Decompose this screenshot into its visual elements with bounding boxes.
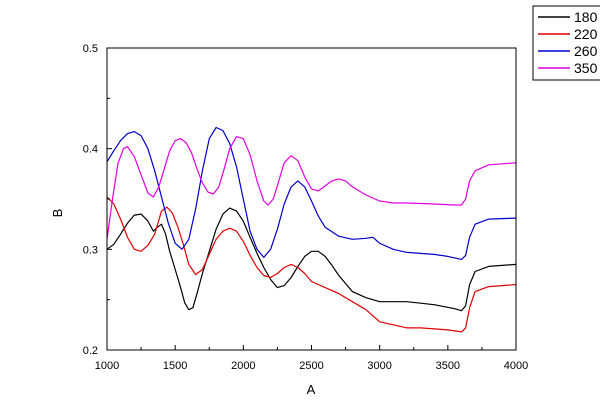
y-tick-label: 0.5 [83, 43, 98, 55]
y-tick-label: 0.4 [83, 144, 98, 156]
x-tick-label: 1500 [163, 360, 187, 372]
axes-layer: 1000 1500 2000 2500 3000 3500 4000 0.2 0.3 0.4 0.5 [83, 43, 529, 372]
series-line-350 [106, 136, 517, 240]
y-tick-label: 0.3 [83, 244, 98, 256]
legend-label-260: 260 [574, 43, 598, 59]
x-tick-label: 3500 [436, 360, 460, 372]
y-axis-label: B [50, 209, 65, 218]
x-tick-label: 2000 [231, 360, 255, 372]
x-tick-label: 1000 [95, 360, 119, 372]
plot-frame [106, 47, 517, 351]
series-layer [106, 126, 517, 333]
x-axis-label: A [307, 382, 316, 397]
y-tick-label: 0.2 [83, 345, 98, 357]
legend-label-350: 350 [574, 60, 598, 76]
series-line-180 [106, 207, 517, 312]
legend-label-220: 220 [574, 26, 598, 42]
x-tick-label: 4000 [504, 360, 528, 372]
series-line-260 [106, 126, 517, 260]
series-line-220 [106, 196, 517, 333]
x-tick-label: 3000 [367, 360, 391, 372]
legend-label-180: 180 [574, 9, 598, 25]
x-tick-label: 2500 [299, 360, 323, 372]
